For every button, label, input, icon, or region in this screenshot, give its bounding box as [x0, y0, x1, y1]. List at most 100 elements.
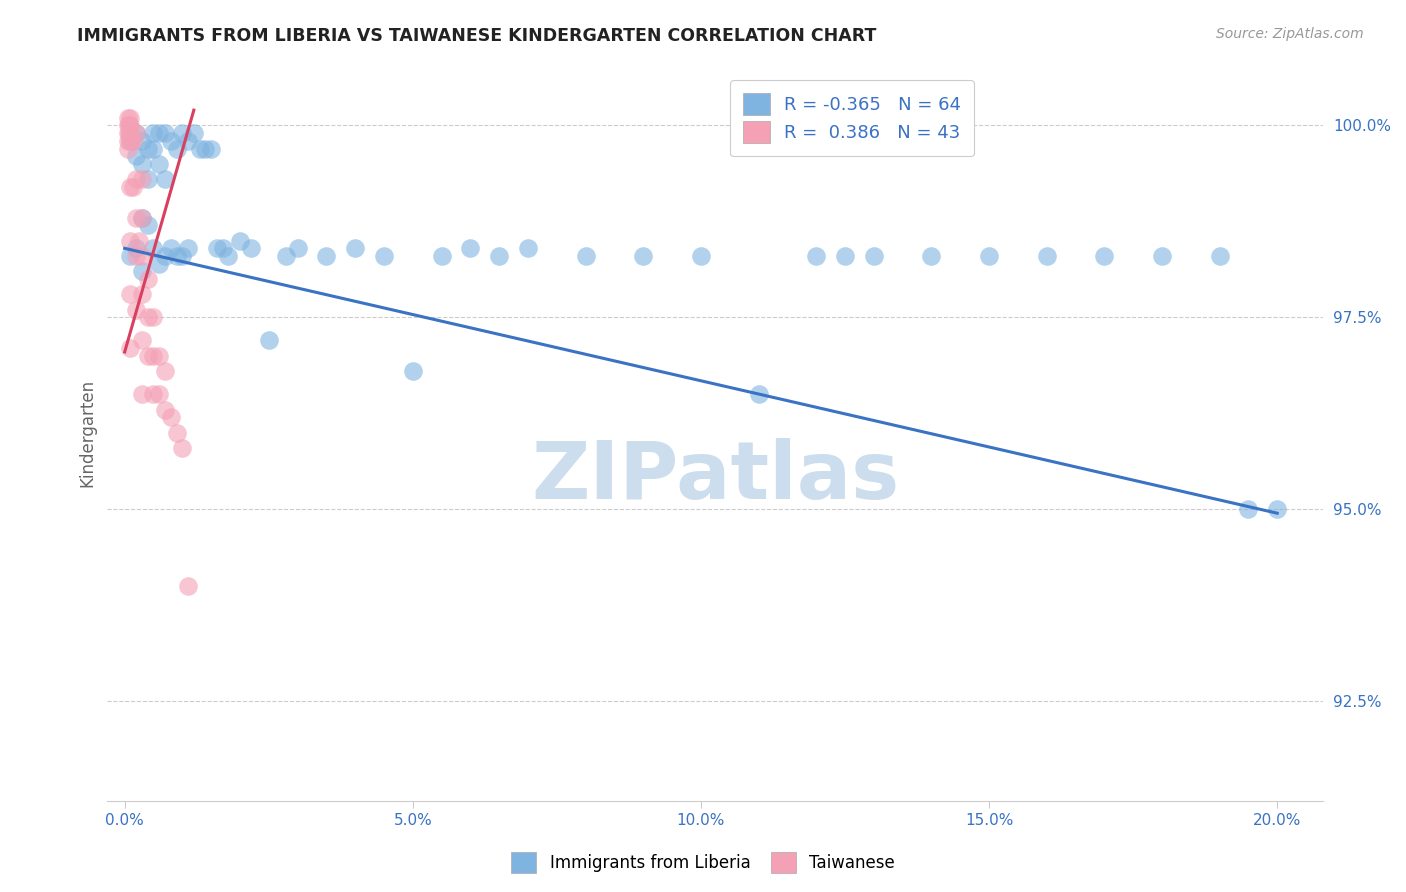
Point — [1265, 502, 1288, 516]
Point — [125, 302, 148, 317]
Point — [430, 249, 453, 263]
Point — [125, 172, 148, 186]
Point — [257, 334, 280, 348]
Point — [131, 134, 153, 148]
Point — [125, 249, 148, 263]
Point — [166, 249, 188, 263]
Text: IMMIGRANTS FROM LIBERIA VS TAIWANESE KINDERGARTEN CORRELATION CHART: IMMIGRANTS FROM LIBERIA VS TAIWANESE KIN… — [77, 27, 877, 45]
Point — [460, 241, 482, 255]
Point — [118, 126, 141, 140]
Point — [211, 241, 233, 255]
Point — [748, 387, 770, 401]
Point — [177, 241, 200, 255]
Point — [131, 211, 153, 225]
Point — [920, 249, 942, 263]
Point — [128, 234, 150, 248]
Point — [120, 341, 142, 355]
Point — [131, 287, 153, 301]
Point — [172, 126, 194, 140]
Point — [142, 349, 165, 363]
Point — [142, 141, 165, 155]
Point — [148, 257, 170, 271]
Point — [142, 126, 165, 140]
Legend: Immigrants from Liberia, Taiwanese: Immigrants from Liberia, Taiwanese — [505, 846, 901, 880]
Point — [148, 126, 170, 140]
Point — [120, 134, 142, 148]
Point — [142, 387, 165, 401]
Point — [315, 249, 337, 263]
Point — [1208, 249, 1230, 263]
Point — [148, 387, 170, 401]
Point — [183, 126, 205, 140]
Point — [120, 134, 142, 148]
Point — [153, 249, 176, 263]
Point — [131, 264, 153, 278]
Point — [122, 180, 145, 194]
Point — [136, 219, 159, 233]
Legend: R = -0.365   N = 64, R =  0.386   N = 43: R = -0.365 N = 64, R = 0.386 N = 43 — [730, 80, 974, 156]
Point — [122, 134, 145, 148]
Point — [287, 241, 309, 255]
Point — [131, 211, 153, 225]
Point — [575, 249, 598, 263]
Point — [120, 249, 142, 263]
Point — [125, 149, 148, 163]
Point — [148, 349, 170, 363]
Point — [120, 234, 142, 248]
Point — [172, 249, 194, 263]
Point — [117, 111, 139, 125]
Point — [804, 249, 827, 263]
Point — [120, 287, 142, 301]
Point — [977, 249, 1000, 263]
Point — [1092, 249, 1115, 263]
Point — [690, 249, 713, 263]
Point — [120, 126, 142, 140]
Point — [153, 126, 176, 140]
Point — [488, 249, 510, 263]
Point — [1035, 249, 1057, 263]
Point — [240, 241, 263, 255]
Point — [131, 387, 153, 401]
Point — [120, 111, 142, 125]
Point — [142, 241, 165, 255]
Point — [148, 157, 170, 171]
Point — [373, 249, 395, 263]
Point — [120, 180, 142, 194]
Point — [834, 249, 856, 263]
Point — [120, 119, 142, 133]
Point — [118, 119, 141, 133]
Point — [159, 410, 181, 425]
Y-axis label: Kindergarten: Kindergarten — [79, 378, 96, 487]
Point — [177, 134, 200, 148]
Point — [177, 579, 200, 593]
Point — [136, 349, 159, 363]
Point — [166, 141, 188, 155]
Point — [131, 249, 153, 263]
Point — [153, 364, 176, 378]
Point — [166, 425, 188, 440]
Point — [633, 249, 655, 263]
Text: Source: ZipAtlas.com: Source: ZipAtlas.com — [1216, 27, 1364, 41]
Point — [136, 172, 159, 186]
Point — [153, 402, 176, 417]
Point — [125, 126, 148, 140]
Text: ZIPatlas: ZIPatlas — [531, 438, 900, 516]
Point — [229, 234, 252, 248]
Point — [136, 310, 159, 325]
Point — [136, 272, 159, 286]
Point — [117, 141, 139, 155]
Point — [1150, 249, 1173, 263]
Point — [344, 241, 367, 255]
Point — [1237, 502, 1260, 516]
Point — [117, 119, 139, 133]
Point — [200, 141, 222, 155]
Point — [142, 310, 165, 325]
Point — [131, 334, 153, 348]
Point — [117, 134, 139, 148]
Point — [205, 241, 228, 255]
Point — [136, 141, 159, 155]
Point — [188, 141, 211, 155]
Point — [159, 241, 181, 255]
Point — [125, 126, 148, 140]
Point — [131, 172, 153, 186]
